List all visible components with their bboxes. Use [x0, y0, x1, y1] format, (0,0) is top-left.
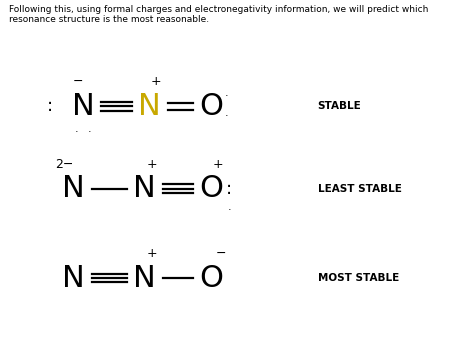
Text: O: O	[199, 174, 223, 203]
Text: ·: ·	[75, 127, 79, 137]
Text: :: :	[227, 180, 232, 198]
Text: N: N	[138, 92, 161, 121]
Text: O: O	[199, 92, 223, 121]
Text: ·: ·	[225, 91, 228, 101]
Text: ·: ·	[228, 205, 231, 215]
Text: MOST STABLE: MOST STABLE	[318, 273, 399, 283]
Text: +: +	[146, 247, 157, 260]
Text: N: N	[62, 264, 85, 293]
Text: STABLE: STABLE	[318, 101, 361, 111]
Text: −: −	[73, 75, 83, 88]
Text: Following this, using formal charges and electronegativity information, we will : Following this, using formal charges and…	[9, 5, 429, 14]
Text: N: N	[133, 264, 156, 293]
Text: +: +	[213, 158, 223, 171]
Text: O: O	[199, 264, 223, 293]
Text: +: +	[146, 158, 157, 171]
Text: :: :	[47, 97, 53, 115]
Text: N: N	[133, 174, 156, 203]
Text: ·: ·	[225, 111, 228, 121]
Text: −: −	[216, 247, 227, 260]
Text: N: N	[72, 92, 94, 121]
Text: 2−: 2−	[55, 158, 73, 171]
Text: resonance structure is the most reasonable.: resonance structure is the most reasonab…	[9, 15, 210, 24]
Text: +: +	[151, 75, 162, 88]
Text: ·: ·	[87, 127, 91, 137]
Text: N: N	[62, 174, 85, 203]
Text: LEAST STABLE: LEAST STABLE	[318, 184, 401, 194]
